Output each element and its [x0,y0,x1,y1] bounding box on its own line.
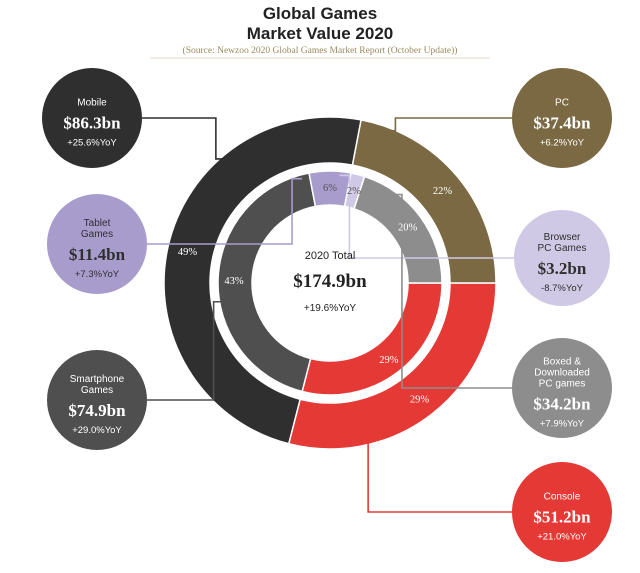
callout-bubbles: Mobile$86.3bn+25.6%YoYTabletGames$11.4bn… [42,68,612,562]
callout-mobile: Mobile $86.3bn +25.6%YoY [42,68,142,168]
leader-line-console [358,441,512,513]
callout-growth-pc: +6.2%YoY [540,138,585,149]
inner-slice-label-browser: 2% [347,186,361,197]
callout-value-boxed: $34.2bn [533,395,591,414]
outer-slice-label-mobile: 49% [178,247,198,258]
callout-bubble-mobile [42,68,142,168]
leader-line-mobile [142,117,226,160]
leader-line-boxed [391,193,512,389]
callout-bubble-tablet [47,194,147,294]
callout-value-console: $51.2bn [533,508,591,527]
callout-name-console: Console [544,492,581,503]
callout-value-smartphone: $74.9bn [68,401,126,420]
chart-subtitle: (Source: Newzoo 2020 Global Games Market… [183,45,458,56]
callout-name-pc: PC [555,98,569,109]
callout-growth-smartphone: +29.0%YoY [72,425,122,436]
callout-name-tablet-line-1: Tablet [84,218,111,229]
callout-bubble-boxed [512,338,612,438]
callout-name-browser-line-2: PC Games [538,243,587,254]
callout-growth-tablet: +7.3%YoY [75,269,120,280]
slice-percent-labels: 29% 49% 22% 29% 43% 6% 2% 20% [178,183,452,405]
inner-slice-label-boxed: 20% [398,223,418,234]
center-total-growth: +19.6%YoY [304,303,357,314]
callout-growth-console: +21.0%YoY [537,532,587,543]
inner-slice-label-smartphone: 43% [224,276,244,287]
chart-title-line-2: Market Value 2020 [247,24,393,43]
inner-slice-label-tablet: 6% [323,183,337,194]
callout-name-boxed-line-3: PC games [539,379,586,390]
leader-line-tablet [147,177,303,245]
outer-slice-console [287,282,497,450]
callout-bubble-smartphone [47,350,147,450]
callout-console: Console $51.2bn +21.0%YoY [512,462,612,562]
callout-name-mobile: Mobile [77,98,107,109]
callout-pc: PC $37.4bn +6.2%YoY [512,68,612,168]
callout-name-boxed-line-2: Downloaded [534,368,590,379]
leader-line-browser [339,174,514,259]
callout-name-smartphone-line-1: Smartphone [70,374,125,385]
callout-value-tablet: $11.4bn [69,245,126,264]
callout-name-smartphone-line-2: Games [81,385,113,396]
callout-growth-browser: -8.7%YoY [541,283,584,294]
callout-bubble-browser [514,210,610,306]
outer-slice-label-console: 29% [410,394,430,405]
callout-growth-mobile: +25.6%YoY [67,138,117,149]
callout-name-boxed-line-1: Boxed & [543,357,581,368]
inner-slice-label-console: 29% [379,355,399,366]
outer-slice-pc [351,119,497,284]
callout-value-browser: $3.2bn [538,259,587,278]
callout-value-pc: $37.4bn [533,114,591,133]
callout-bubble-console [512,462,612,562]
callout-leader-lines [142,117,514,513]
callout-value-mobile: $86.3bn [63,114,121,133]
center-total: 2020 Total $174.9bn +19.6%YoY [293,250,367,314]
leader-line-smartphone [147,300,224,401]
center-total-label: 2020 Total [305,250,356,262]
callout-growth-boxed: +7.9%YoY [540,419,585,430]
center-total-value: $174.9bn [293,271,367,292]
callout-name-browser-line-1: Browser [544,232,581,243]
callout-name-tablet-line-2: Games [81,229,113,240]
leader-line-pc [385,117,512,132]
outer-slice-label-pc: 22% [433,186,453,197]
callout-bubble-pc [512,68,612,168]
inner-slice-smartphone [217,172,317,393]
chart-title-line-1: Global Games [263,4,377,23]
